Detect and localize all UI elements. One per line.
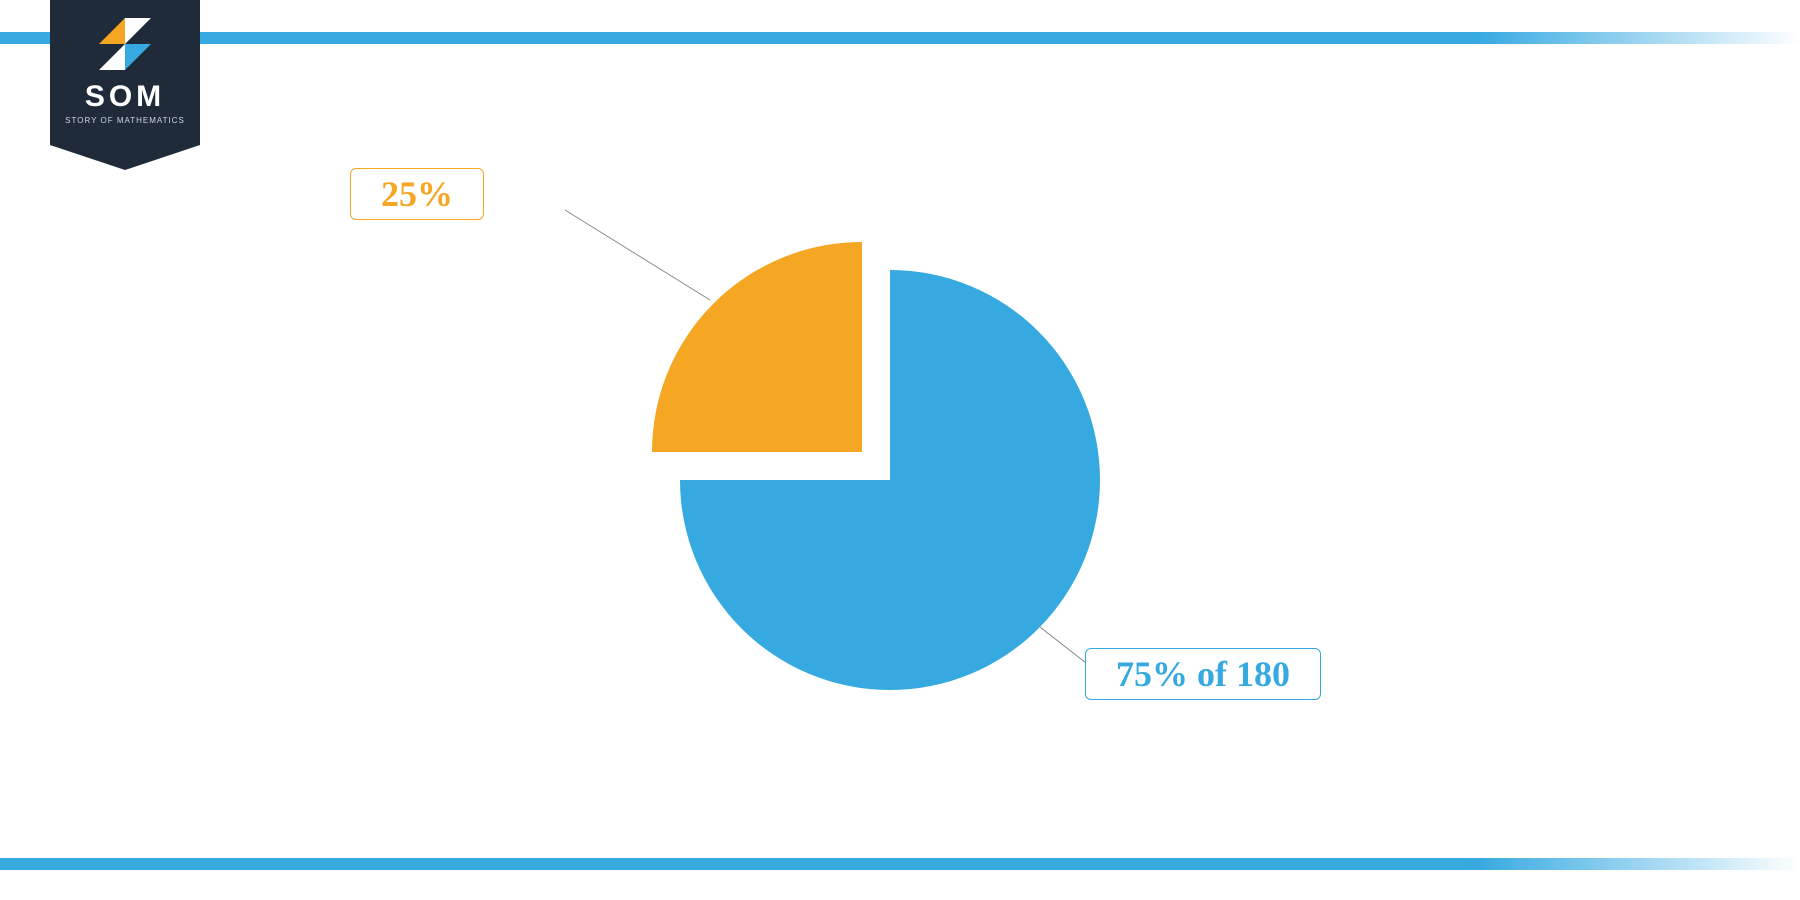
pie-chart: 75% of 180 25%: [350, 150, 1450, 800]
pie-svg: [350, 150, 1450, 800]
logo-title: SOM: [50, 80, 200, 114]
pie-slice-25: [652, 242, 862, 452]
bottom-accent-bar: [0, 858, 1800, 870]
logo-mark-icon: [99, 18, 151, 70]
slice-label-75: 75% of 180: [1085, 648, 1321, 700]
logo-badge: SOM STORY OF MATHEMATICS: [50, 0, 200, 170]
logo-quad-bl: [99, 44, 125, 70]
logo-quad-tl: [99, 18, 125, 44]
slice-label-25: 25%: [350, 168, 484, 220]
logo-subtitle: STORY OF MATHEMATICS: [50, 116, 200, 125]
top-accent-bar: [0, 32, 1800, 44]
leader-line-25: [565, 210, 710, 300]
logo-quad-tr: [125, 18, 151, 44]
logo-quad-br: [125, 44, 151, 70]
